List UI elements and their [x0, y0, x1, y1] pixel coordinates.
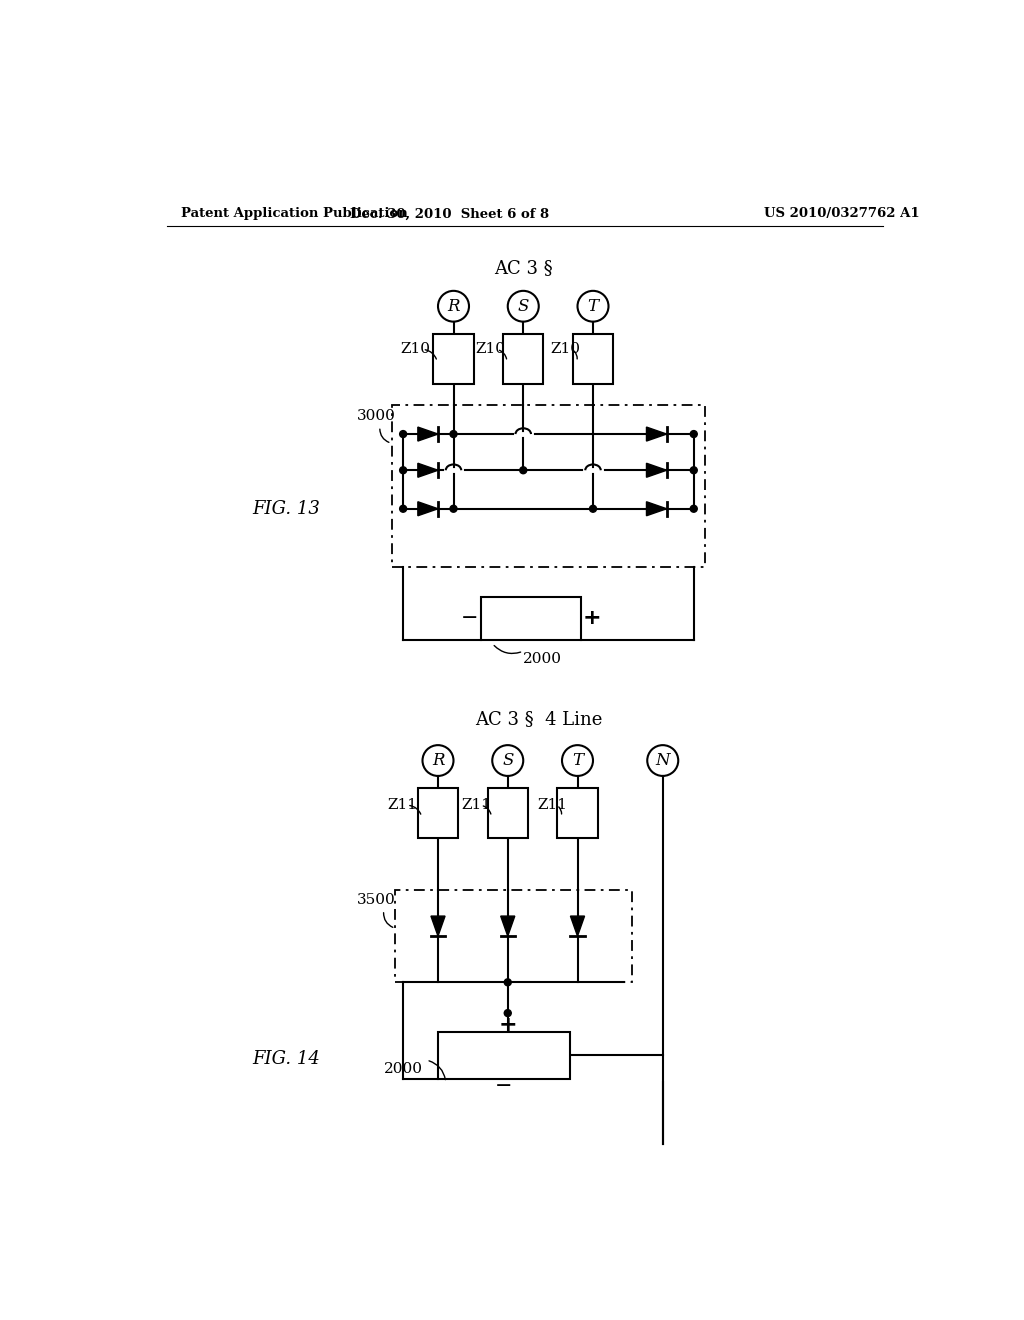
Text: FIG. 13: FIG. 13 — [252, 500, 319, 517]
Bar — [480, 597, 582, 640]
Text: S: S — [502, 752, 513, 770]
Text: Z10: Z10 — [400, 342, 431, 356]
Text: 2000: 2000 — [384, 1063, 423, 1076]
Polygon shape — [418, 463, 438, 478]
Text: Patent Application Publication: Patent Application Publication — [180, 207, 408, 220]
Polygon shape — [646, 463, 667, 478]
Bar — [391, 405, 706, 566]
Circle shape — [590, 506, 597, 512]
Circle shape — [520, 467, 526, 474]
Text: T: T — [572, 752, 583, 770]
Circle shape — [504, 1010, 511, 1016]
Text: Z11: Z11 — [538, 799, 567, 812]
Text: Z11: Z11 — [461, 799, 492, 812]
Bar — [438, 1032, 569, 1078]
Bar — [433, 334, 474, 384]
Bar — [487, 788, 528, 838]
Text: −: − — [461, 609, 478, 628]
Bar — [503, 334, 544, 384]
Circle shape — [690, 430, 697, 437]
Text: −: − — [496, 1076, 513, 1096]
Text: Dec. 30, 2010  Sheet 6 of 8: Dec. 30, 2010 Sheet 6 of 8 — [350, 207, 549, 220]
Text: Z11: Z11 — [388, 799, 418, 812]
Polygon shape — [646, 502, 667, 516]
Text: R: R — [447, 298, 460, 314]
Circle shape — [399, 506, 407, 512]
Text: +: + — [499, 1015, 517, 1035]
Bar — [418, 788, 458, 838]
Circle shape — [399, 430, 407, 437]
Polygon shape — [501, 916, 515, 936]
Text: +: + — [583, 609, 601, 628]
Text: R: R — [432, 752, 444, 770]
Circle shape — [399, 467, 407, 474]
Polygon shape — [418, 502, 438, 516]
Text: S: S — [517, 298, 529, 314]
Circle shape — [690, 467, 697, 474]
Bar — [572, 334, 613, 384]
Text: T: T — [588, 298, 599, 314]
Polygon shape — [418, 428, 438, 441]
Bar — [395, 890, 632, 982]
Text: AC 3 §  4 Line: AC 3 § 4 Line — [475, 710, 602, 727]
Text: Z10: Z10 — [475, 342, 505, 356]
Text: FIG. 14: FIG. 14 — [252, 1051, 319, 1068]
Text: AC 3 §: AC 3 § — [494, 259, 553, 277]
Text: US 2010/0327762 A1: US 2010/0327762 A1 — [764, 207, 920, 220]
Polygon shape — [646, 428, 667, 441]
Circle shape — [450, 430, 457, 437]
Circle shape — [504, 979, 511, 986]
Polygon shape — [570, 916, 585, 936]
Text: N: N — [655, 752, 670, 770]
Text: 2000: 2000 — [523, 652, 562, 665]
Text: Z10: Z10 — [550, 342, 581, 356]
Polygon shape — [431, 916, 445, 936]
Circle shape — [690, 506, 697, 512]
Text: 3500: 3500 — [356, 892, 395, 907]
Text: 3000: 3000 — [356, 409, 395, 424]
Bar — [557, 788, 598, 838]
Circle shape — [450, 506, 457, 512]
